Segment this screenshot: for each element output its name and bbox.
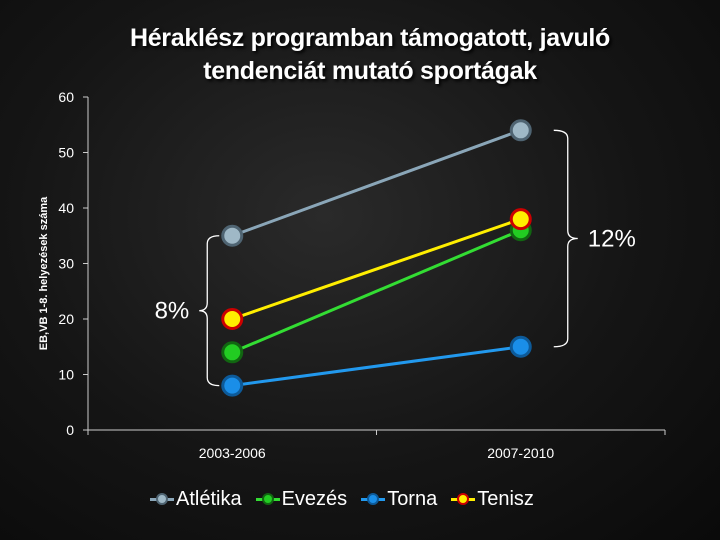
y-tick-label: 60 xyxy=(58,89,74,105)
legend-item: Evezés xyxy=(255,487,348,511)
legend-item: Atlétika xyxy=(150,488,242,511)
legend-swatch xyxy=(255,492,280,506)
y-axis-label: EB,VB 1-8. helyezések száma xyxy=(38,196,50,350)
chart-title: Héraklész programban támogatott, javuló … xyxy=(90,22,650,88)
legend: Atlétika Evezés Torna Tenisz xyxy=(150,486,534,512)
annotation-brace xyxy=(553,129,578,348)
annotation-label: 12% xyxy=(588,226,636,253)
y-tick-label: 0 xyxy=(66,422,74,438)
data-point xyxy=(509,208,532,231)
y-tick-label: 40 xyxy=(58,200,74,216)
series-line xyxy=(232,345,521,388)
annotation-label: 8% xyxy=(155,298,190,325)
chart-title-line-2: tendenciát mutató sportágak xyxy=(203,57,537,85)
x-category-label: 2003-2006 xyxy=(199,445,266,461)
legend-swatch xyxy=(150,492,174,506)
legend-swatch xyxy=(361,492,386,506)
legend-marker xyxy=(457,493,470,505)
y-tick-label: 30 xyxy=(58,256,74,272)
annotation-brace xyxy=(199,235,220,387)
legend-label: Evezés xyxy=(281,487,348,510)
data-point xyxy=(221,341,244,364)
y-tick-label: 10 xyxy=(58,367,74,383)
series-line xyxy=(231,128,522,238)
series-line xyxy=(231,217,522,321)
data-point xyxy=(221,224,244,247)
legend-label: Tenisz xyxy=(477,487,534,510)
chart-title-line-1: Héraklész programban támogatott, javuló xyxy=(129,24,611,52)
data-point xyxy=(221,308,244,330)
legend-swatch xyxy=(451,492,476,506)
legend-item: Tenisz xyxy=(451,488,534,511)
legend-label: Atlétika xyxy=(176,487,242,510)
legend-item: Torna xyxy=(361,488,437,511)
data-point xyxy=(509,335,532,358)
series-line xyxy=(231,228,522,354)
data-point xyxy=(509,119,532,142)
data-point xyxy=(221,374,244,397)
legend-label: Torna xyxy=(387,487,438,510)
x-category-label: 2007-2010 xyxy=(487,445,554,461)
y-tick-label: 50 xyxy=(58,145,74,161)
legend-marker xyxy=(367,493,380,505)
legend-marker xyxy=(156,493,168,505)
y-tick-label: 20 xyxy=(58,311,74,327)
legend-marker xyxy=(261,493,274,505)
